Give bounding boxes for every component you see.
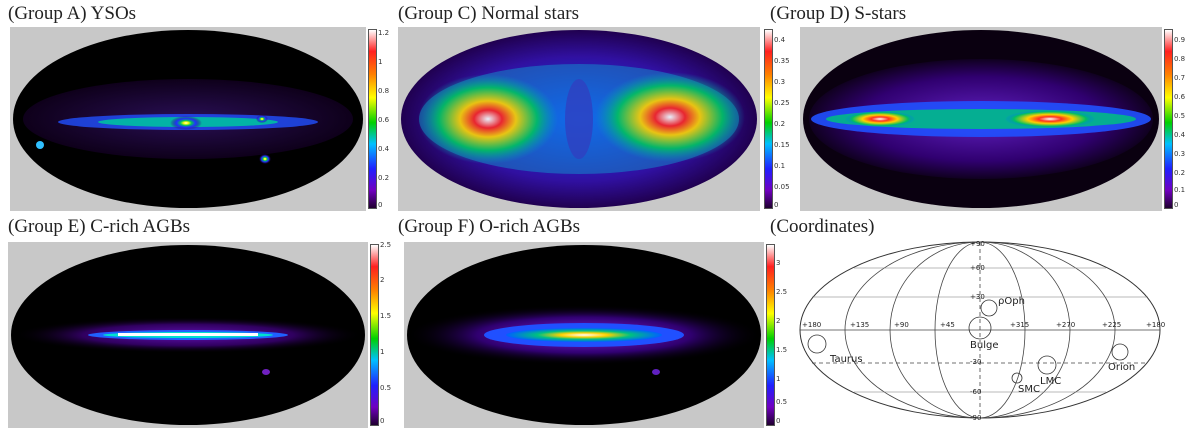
colorbar xyxy=(370,244,379,426)
lon-label: +270 xyxy=(1056,321,1075,329)
colorbar-tick: 0.4 xyxy=(1174,131,1186,139)
colorbar-tick: 0.8 xyxy=(1174,55,1186,63)
colorbar-tick: 0 xyxy=(1174,201,1179,209)
lon-label: +45 xyxy=(940,321,955,329)
colorbar-tick: 0.1 xyxy=(774,162,786,170)
panel-group-e: (Group E) C-rich AGBs 2.5 2 1.5 1 0.5 0 xyxy=(8,216,393,428)
panel-group-d: (Group D) S-stars 0.9 0.8 0. xyxy=(770,3,1195,211)
colorbar-tick: 0 xyxy=(380,417,385,425)
sky-map-normal-stars xyxy=(398,27,760,211)
lmc-label: LMC xyxy=(1040,376,1061,387)
coordinates-diagram: +90 +60 +30 -30 -60 -90 +180 +135 +90 +4… xyxy=(799,240,1165,422)
colorbar-tick: 0 xyxy=(776,417,781,425)
panel-title: (Group D) S-stars xyxy=(770,3,907,24)
colorbar-tick: 0.05 xyxy=(774,183,790,191)
lon-label: +90 xyxy=(894,321,909,329)
panel-group-a: (Group A) YSOs 1.2 1 0.8 xyxy=(8,3,390,211)
taurus-marker xyxy=(807,334,827,354)
lat-label: -60 xyxy=(970,388,981,396)
colorbar-tick: 0.15 xyxy=(774,141,790,149)
smc-marker xyxy=(1011,372,1023,384)
panel-group-c: (Group C) Normal stars 0.4 0.35 0.3 xyxy=(398,3,790,211)
lat-label: -30 xyxy=(970,358,981,366)
lmc-marker xyxy=(1037,355,1057,375)
lon-label: +180 xyxy=(802,321,821,329)
sky-map-ysos xyxy=(10,27,366,211)
colorbar-tick: 0.5 xyxy=(776,398,788,406)
colorbar-tick: 1.2 xyxy=(378,29,390,37)
lat-label: +90 xyxy=(970,240,985,248)
sky-map-s-stars xyxy=(800,27,1162,211)
lon-label: +315 xyxy=(1010,321,1029,329)
colorbar-tick: 0.3 xyxy=(1174,150,1186,158)
panel-title: (Group E) C-rich AGBs xyxy=(8,216,191,237)
lon-label: +180 xyxy=(1146,321,1165,329)
colorbar-tick: 0.25 xyxy=(774,99,790,107)
colorbar-tick: 0 xyxy=(774,201,779,209)
sky-map-c-rich-agbs xyxy=(8,242,368,428)
colorbar-tick: 1 xyxy=(776,375,781,383)
colorbar-tick: 2.5 xyxy=(776,288,788,296)
orion-label: Orion xyxy=(1108,362,1135,373)
colorbar-tick: 0.2 xyxy=(774,120,786,128)
colorbar-tick: 0.2 xyxy=(378,174,390,182)
lat-label: +60 xyxy=(970,264,985,272)
colorbar-tick: 0.5 xyxy=(380,384,392,392)
colorbar xyxy=(368,29,377,209)
colorbar-tick: 0.5 xyxy=(1174,112,1186,120)
panel-group-f: (Group F) O-rich AGBs 3 2.5 2 1.5 1 0.5 xyxy=(398,216,787,428)
colorbar xyxy=(764,29,773,209)
rho-oph-marker xyxy=(980,299,998,317)
colorbar-tick: 0.4 xyxy=(378,145,390,153)
colorbar-tick: 0.6 xyxy=(1174,93,1186,101)
sky-map-svg xyxy=(803,30,1159,208)
colorbar-tick: 1 xyxy=(378,58,383,66)
colorbar xyxy=(1164,29,1173,209)
colorbar-tick: 0.6 xyxy=(378,116,390,124)
colorbar-tick: 0.4 xyxy=(774,36,786,44)
colorbar-tick: 0.9 xyxy=(1174,36,1186,44)
colorbar-tick: 2 xyxy=(380,276,385,284)
colorbar-tick: 2 xyxy=(776,317,781,325)
colorbar-tick: 1.5 xyxy=(380,312,392,320)
lon-label: +225 xyxy=(1102,321,1121,329)
colorbar-tick: 2.5 xyxy=(380,241,392,249)
panel-title: (Coordinates) xyxy=(770,216,875,237)
colorbar-tick: 0.35 xyxy=(774,57,790,65)
rho-oph-label: ρOph xyxy=(998,296,1025,307)
colorbar-tick: 0.7 xyxy=(1174,74,1186,82)
sky-map-svg xyxy=(13,30,363,208)
panel-title: (Group F) O-rich AGBs xyxy=(398,216,581,237)
colorbar-tick: 0 xyxy=(378,201,383,209)
colorbar-tick: 0.8 xyxy=(378,87,390,95)
lat-label: -90 xyxy=(970,414,981,422)
colorbar-tick: 3 xyxy=(776,259,781,267)
colorbar-tick: 1.5 xyxy=(776,346,788,354)
panel-title: (Group A) YSOs xyxy=(8,3,137,24)
lon-label: +135 xyxy=(850,321,869,329)
sky-map-o-rich-agbs xyxy=(404,242,764,428)
lat-label: +30 xyxy=(970,293,985,301)
orion-marker xyxy=(1111,343,1129,361)
panel-title: (Group C) Normal stars xyxy=(398,3,579,24)
sky-map-svg xyxy=(406,245,762,425)
smc-label: SMC xyxy=(1018,384,1040,395)
sky-map-svg xyxy=(11,245,365,425)
taurus-label: Taurus xyxy=(829,354,863,365)
colorbar-tick: 0.1 xyxy=(1174,186,1186,194)
colorbar xyxy=(766,244,775,426)
sky-map-svg xyxy=(401,30,757,208)
bulge-marker xyxy=(968,316,992,340)
colorbar-tick: 0.2 xyxy=(1174,169,1186,177)
colorbar-tick: 1 xyxy=(380,348,385,356)
bulge-label: Bulge xyxy=(970,340,998,351)
colorbar-tick: 0.3 xyxy=(774,78,786,86)
panel-coordinates: (Coordinates) +90 +60 +30 -30 -60 -90 +1… xyxy=(770,216,1195,432)
